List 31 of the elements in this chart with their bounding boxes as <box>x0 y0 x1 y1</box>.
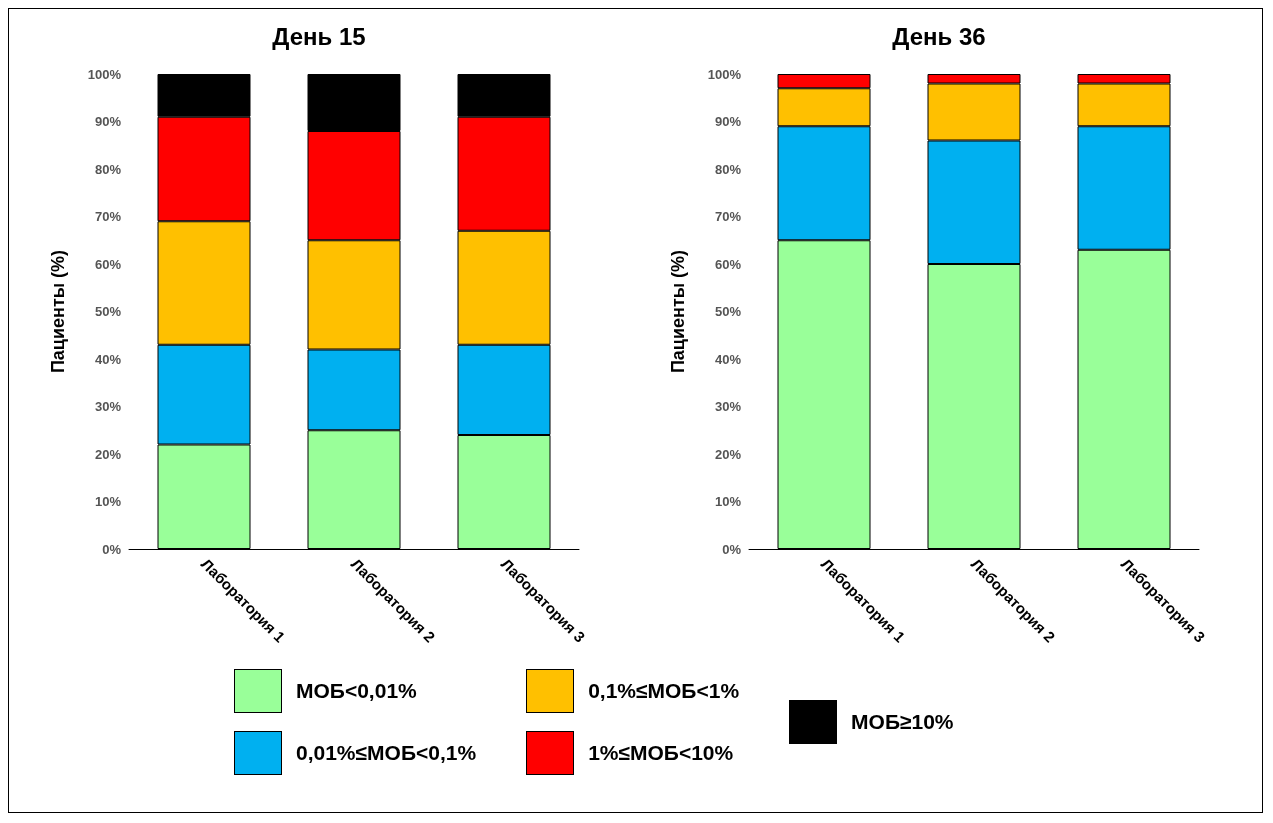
y-tick-label: 50% <box>94 304 122 319</box>
y-tick-label: 60% <box>714 256 742 272</box>
legend-label: 1%≤МОБ<10% <box>588 741 734 765</box>
y-tick-label: 100% <box>707 66 742 82</box>
y-tick-label: 70% <box>714 209 742 224</box>
legend-label: 0,1%≤МОБ<1% <box>588 679 740 703</box>
chart-title: День 15 <box>272 22 366 50</box>
y-tick-label: 90% <box>714 114 742 129</box>
y-tick-label: 20% <box>94 446 122 462</box>
y-tick-label: 90% <box>94 114 122 129</box>
y-tick-label: 50% <box>714 304 742 319</box>
legend-label: МОБ<0,01% <box>296 679 417 703</box>
y-tick-label: 80% <box>94 161 122 177</box>
y-axis-title: Пациенты (%) <box>48 249 68 374</box>
y-tick-label: 30% <box>714 399 742 414</box>
y-tick-label: 80% <box>714 161 742 177</box>
y-tick-label: 60% <box>94 256 122 272</box>
legend-label: МОБ≥10% <box>851 710 954 734</box>
y-tick-label: 0% <box>722 541 742 557</box>
y-tick-label: 40% <box>714 351 742 367</box>
y-tick-label: 0% <box>102 541 122 557</box>
y-tick-label: 10% <box>714 494 742 509</box>
chart-title: День 36 <box>892 22 986 50</box>
y-tick-label: 10% <box>94 494 122 509</box>
y-tick-label: 30% <box>94 399 122 414</box>
y-tick-label: 20% <box>714 446 742 462</box>
y-axis-title: Пациенты (%) <box>668 249 688 374</box>
y-tick-label: 100% <box>87 66 122 82</box>
y-tick-label: 40% <box>94 351 122 367</box>
legend-label: 0,01%≤МОБ<0,1% <box>296 741 477 765</box>
y-tick-label: 70% <box>94 209 122 224</box>
